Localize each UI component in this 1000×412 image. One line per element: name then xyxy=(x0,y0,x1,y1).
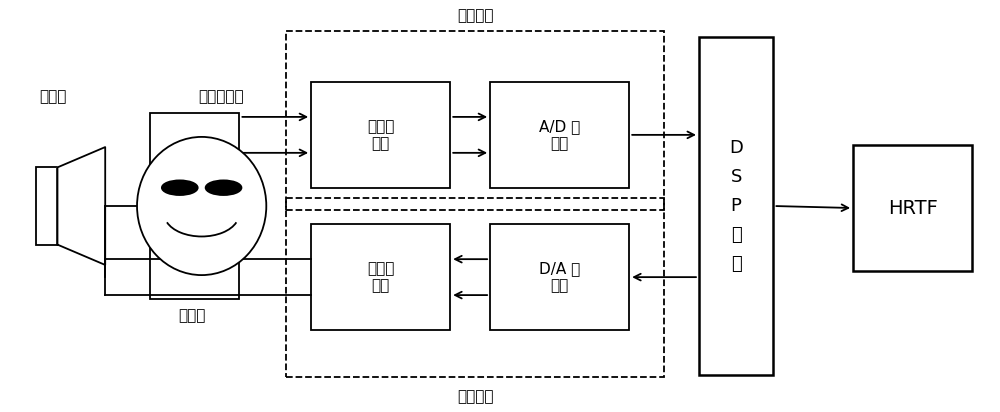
Text: 功率放
大器: 功率放 大器 xyxy=(367,261,394,293)
Text: D
S
P
系
统: D S P 系 统 xyxy=(729,138,743,274)
Text: D/A 转
换器: D/A 转 换器 xyxy=(539,261,580,293)
Bar xyxy=(150,112,239,300)
Bar xyxy=(311,82,450,188)
Bar xyxy=(490,224,629,330)
Text: 前置放
大器: 前置放 大器 xyxy=(367,119,394,151)
Text: 受试者: 受试者 xyxy=(178,308,205,323)
Ellipse shape xyxy=(137,137,266,275)
Text: 双耳传声器: 双耳传声器 xyxy=(199,89,244,104)
Text: 扬声器: 扬声器 xyxy=(39,89,66,104)
Polygon shape xyxy=(57,147,105,265)
Bar xyxy=(286,31,664,210)
Bar xyxy=(490,82,629,188)
Bar xyxy=(311,224,450,330)
Text: 播放系统: 播放系统 xyxy=(457,389,493,404)
Circle shape xyxy=(162,180,198,195)
Text: A/D 转
换器: A/D 转 换器 xyxy=(539,119,580,151)
Bar xyxy=(286,198,664,377)
Bar xyxy=(853,145,972,271)
Bar xyxy=(36,167,57,245)
Circle shape xyxy=(206,180,241,195)
Bar xyxy=(699,37,773,375)
Text: HRTF: HRTF xyxy=(888,199,938,218)
Text: 录音系统: 录音系统 xyxy=(457,8,493,23)
